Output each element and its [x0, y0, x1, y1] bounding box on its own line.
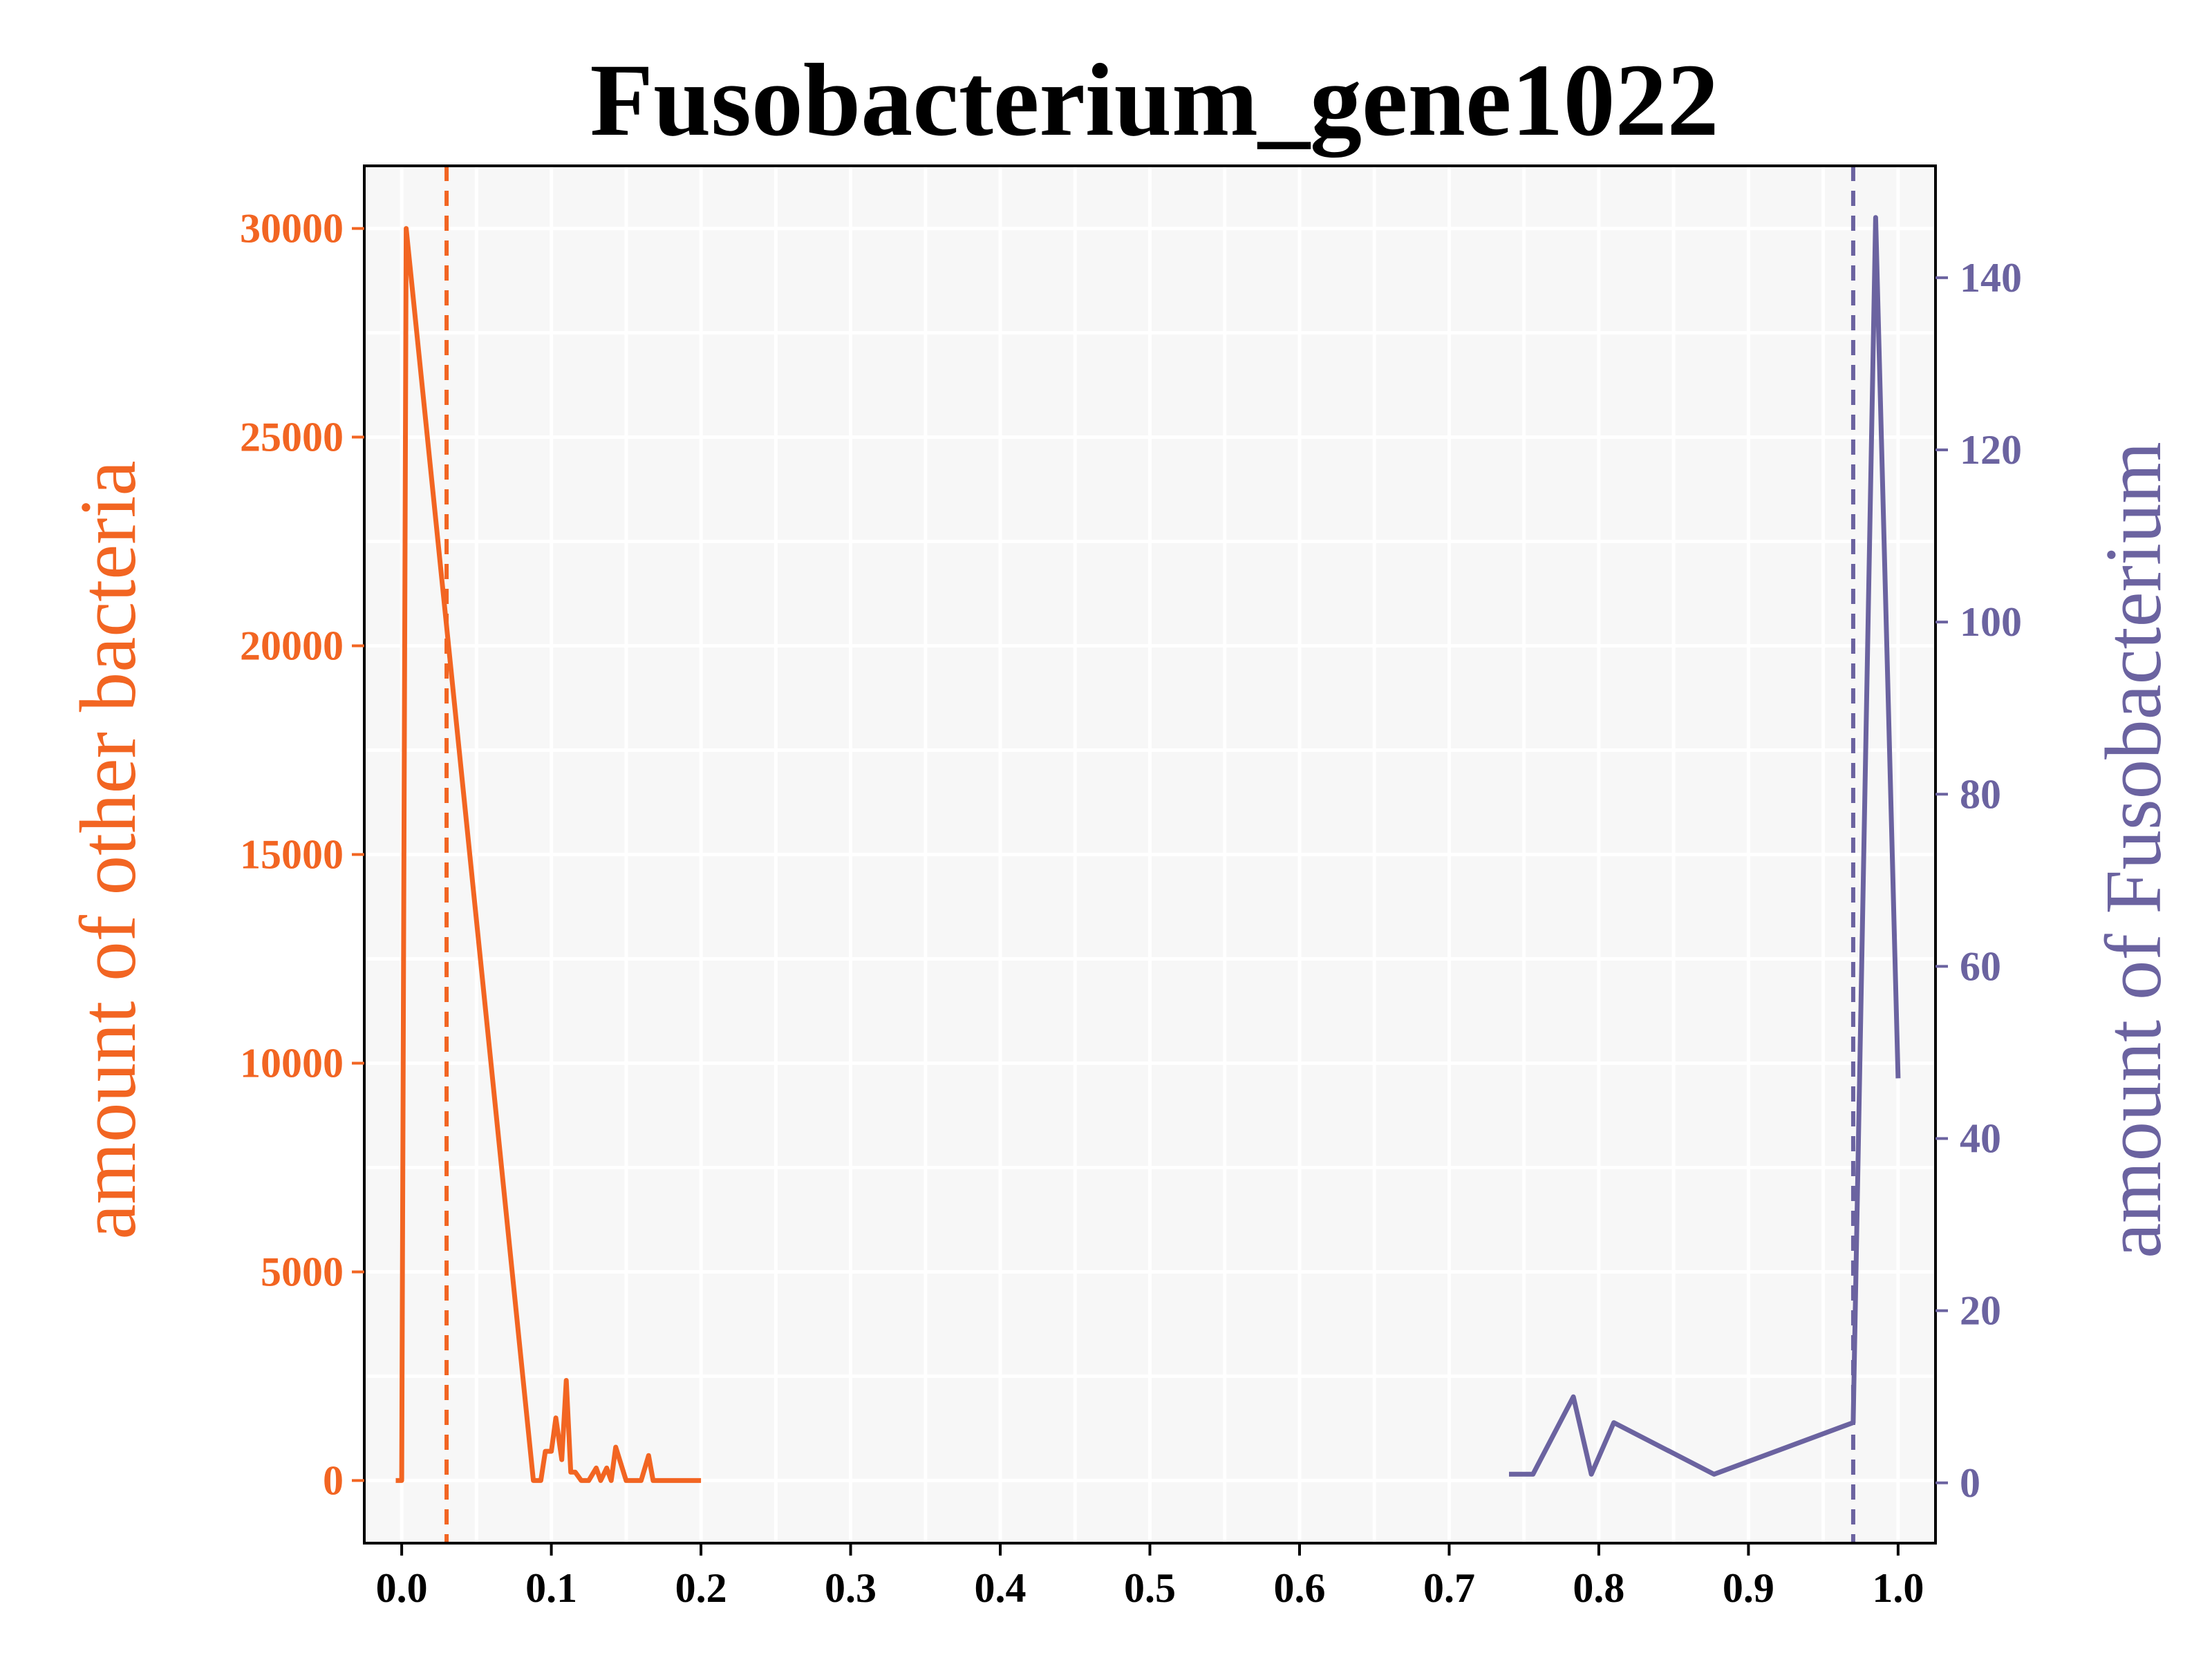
right-tick-label: 80 — [1960, 771, 2001, 817]
left-tick-label: 0 — [323, 1457, 344, 1503]
x-tick-label: 0.6 — [1273, 1565, 1325, 1611]
left-tick-label: 10000 — [240, 1040, 344, 1086]
right-tick-label: 40 — [1960, 1116, 2001, 1162]
left-tick-label: 30000 — [240, 206, 344, 252]
right-tick-label: 100 — [1960, 599, 2022, 645]
x-tick-label: 0.3 — [825, 1565, 877, 1611]
right-tick-label: 140 — [1960, 255, 2022, 301]
x-tick-label: 0.8 — [1573, 1565, 1624, 1611]
x-tick-label: 0.9 — [1723, 1565, 1774, 1611]
left-tick-label: 25000 — [240, 415, 344, 460]
x-tick-label: 0.5 — [1124, 1565, 1176, 1611]
x-tick-label: 0.4 — [975, 1565, 1027, 1611]
x-tick-label: 1.0 — [1872, 1565, 1924, 1611]
chart-title: Fusobacterium_gene1022 — [590, 43, 1718, 158]
left-tick-label: 15000 — [240, 832, 344, 878]
series-line-other-bacteria — [395, 226, 702, 1483]
right-tick-label: 120 — [1960, 427, 2022, 473]
x-tick-label: 0.2 — [675, 1565, 727, 1611]
x-tick-label: 0.0 — [376, 1565, 428, 1611]
x-tick-label: 0.7 — [1423, 1565, 1475, 1611]
left-axis-label: amount of other bacteria — [64, 460, 152, 1239]
left-tick-label: 20000 — [240, 623, 344, 669]
right-axis-label: amount of Fusobacterium — [2090, 442, 2177, 1258]
x-tick-label: 0.1 — [525, 1565, 577, 1611]
right-tick-label: 20 — [1960, 1288, 2001, 1334]
left-tick-label: 5000 — [261, 1249, 344, 1294]
right-tick-label: 0 — [1960, 1460, 1980, 1506]
series-line-fusobacterium — [1509, 215, 1901, 1477]
right-tick-label: 60 — [1960, 943, 2001, 989]
